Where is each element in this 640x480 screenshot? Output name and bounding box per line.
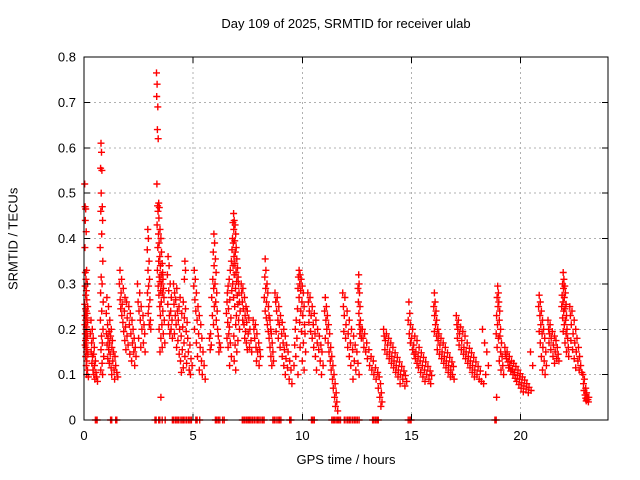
x-tick-label: 20 xyxy=(513,428,527,443)
y-tick-label: 0.3 xyxy=(58,276,76,291)
y-tick-label: 0.7 xyxy=(58,95,76,110)
chart-title: Day 109 of 2025, SRMTID for receiver ula… xyxy=(221,16,471,31)
y-tick-label: 0.4 xyxy=(58,231,76,246)
y-tick-label: 0.1 xyxy=(58,367,76,382)
x-axis-label: GPS time / hours xyxy=(296,452,396,467)
x-tick-label: 5 xyxy=(190,428,197,443)
x-tick-label: 10 xyxy=(295,428,309,443)
y-tick-label: 0.6 xyxy=(58,140,76,155)
y-tick-label: 0.5 xyxy=(58,186,76,201)
y-tick-label: 0.8 xyxy=(58,50,76,65)
x-tick-label: 15 xyxy=(404,428,418,443)
x-tick-label: 0 xyxy=(80,428,87,443)
y-tick-label: 0.2 xyxy=(58,322,76,337)
y-tick-label: 0 xyxy=(69,413,76,428)
